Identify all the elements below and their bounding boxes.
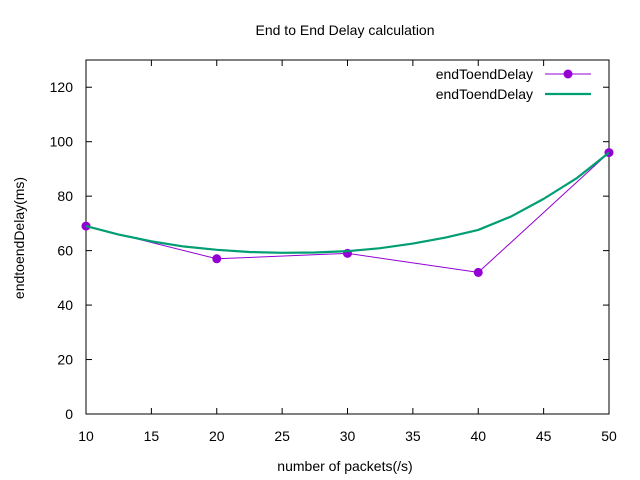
series-1-point xyxy=(212,254,222,264)
y-tick-label: 60 xyxy=(57,243,73,259)
axes: 10 15 20 25 30 35 40 45 50 0 20 40 60 80 100 120 xyxy=(50,59,617,444)
x-tick-label: 15 xyxy=(144,428,160,444)
chart-title: End to End Delay calculation xyxy=(256,22,435,38)
legend: endToendDelay endToendDelay xyxy=(436,66,591,102)
x-tick-label: 20 xyxy=(209,428,225,444)
y-tick-label: 100 xyxy=(50,134,74,150)
y-tick-label: 80 xyxy=(57,188,73,204)
x-axis-label: number of packets(/s) xyxy=(277,458,412,474)
x-tick-label: 10 xyxy=(78,428,94,444)
legend-swatch-point xyxy=(563,69,573,79)
x-tick-label: 30 xyxy=(340,428,356,444)
series-1-point xyxy=(473,267,483,277)
series-2-line xyxy=(85,151,610,254)
x-tick-label: 25 xyxy=(274,428,290,444)
y-axis-label: endtoendDelay(ms) xyxy=(11,177,27,299)
x-tick-label: 35 xyxy=(405,428,421,444)
y-tick-label: 0 xyxy=(65,406,73,422)
legend-label: endToendDelay xyxy=(436,86,533,102)
y-tick-label: 120 xyxy=(50,79,74,95)
y-tick-label: 40 xyxy=(57,297,73,313)
x-tick-label: 45 xyxy=(536,428,552,444)
x-tick-label: 50 xyxy=(601,428,617,444)
plot-frame xyxy=(85,59,610,415)
y-tick-label: 20 xyxy=(57,352,73,368)
x-tick-label: 40 xyxy=(470,428,486,444)
series-layer xyxy=(81,148,614,277)
legend-label: endToendDelay xyxy=(436,66,533,82)
